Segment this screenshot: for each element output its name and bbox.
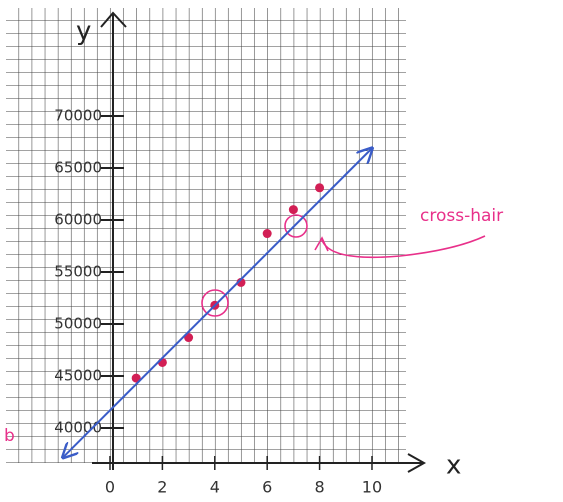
x-axis-label: x <box>446 451 461 481</box>
x-tick-label: 2 <box>157 478 167 497</box>
x-tick-label: 0 <box>105 478 115 497</box>
x-tick-label: 8 <box>314 478 324 497</box>
y-tick-label: 40000 <box>54 419 102 437</box>
x-tick-label: 10 <box>362 478 382 497</box>
x-tick-label: 6 <box>262 478 272 497</box>
annotation: cross-hair <box>420 206 503 226</box>
chart: y x cross-hair b 40000 45000 50000 55000 600… <box>0 0 563 502</box>
x-tick-label: 4 <box>210 478 220 497</box>
y-tick-label: 55000 <box>54 263 102 281</box>
y-tick-label: 60000 <box>54 211 102 229</box>
y-axis-label: y <box>76 17 91 47</box>
y-tick-label: 50000 <box>54 315 102 333</box>
data-point <box>263 229 272 238</box>
y-tick-label: 65000 <box>54 159 102 177</box>
y-tick-label: 45000 <box>54 367 102 385</box>
data-point <box>289 205 298 214</box>
graph-paper <box>6 8 406 463</box>
data-point <box>315 183 324 192</box>
annotation: b <box>4 426 15 446</box>
y-tick-label: 70000 <box>54 107 102 125</box>
